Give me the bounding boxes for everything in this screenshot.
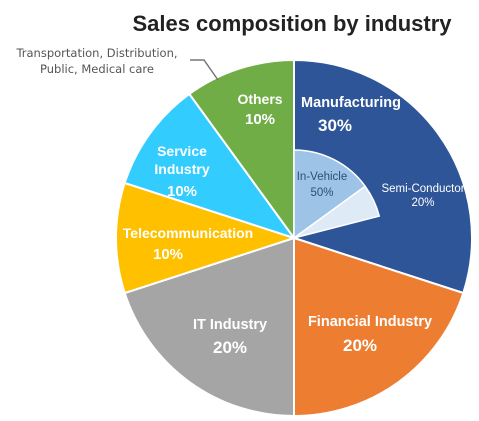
- label-value-financial-industry: 20%: [343, 336, 377, 355]
- label-name-service-industry-line2: Industry: [154, 161, 209, 177]
- label-value-it-industry: 20%: [213, 338, 247, 357]
- annotation-leader-line: [190, 59, 219, 81]
- sub-label-value-in-vehicle: 50%: [310, 187, 333, 199]
- label-value-telecommunication: 10%: [153, 246, 183, 263]
- label-name-service-industry: Service: [157, 143, 207, 159]
- pie-slice-it-industry: [123, 236, 295, 418]
- label-name-it-industry: IT Industry: [193, 317, 267, 333]
- pie-slice-service-industry: [123, 92, 297, 240]
- label-value-others: 10%: [245, 111, 275, 128]
- sub-label-value-semi-conductor: 20%: [411, 197, 434, 209]
- label-name-financial-industry: Financial Industry: [308, 314, 432, 330]
- pie-slice-telecommunication: [115, 181, 298, 295]
- sub-slice-semi-conductor: [293, 185, 381, 239]
- label-name-telecommunication: Telecommunication: [123, 225, 253, 241]
- slices-layer: [115, 58, 473, 418]
- labels-layer: Manufacturing 30% Financial Industry 20% IT …: [123, 91, 465, 357]
- label-value-service-industry: 10%: [167, 183, 197, 200]
- annotation-line-1: Transportation, Distribution,: [15, 46, 177, 60]
- annotation: Transportation, Distribution, Public, Me…: [15, 46, 219, 81]
- pie-slice-financial-industry: [293, 236, 465, 418]
- sub-breakdown-layer: [293, 149, 381, 240]
- pie-slice-manufacturing: [293, 58, 473, 295]
- sub-label-name-in-vehicle: In-Vehicle: [297, 171, 348, 183]
- annotation-line-2: Public, Medical care: [40, 62, 154, 76]
- label-name-manufacturing: Manufacturing: [301, 95, 401, 111]
- pie-slice-others: [187, 58, 295, 242]
- sub-slice-in-vehicle: [293, 149, 367, 240]
- chart-title: Sales composition by industry: [132, 11, 452, 36]
- label-name-others: Others: [237, 91, 282, 107]
- sub-label-name-semi-conductor: Semi-Conductor: [381, 183, 464, 195]
- label-value-manufacturing: 30%: [318, 116, 352, 135]
